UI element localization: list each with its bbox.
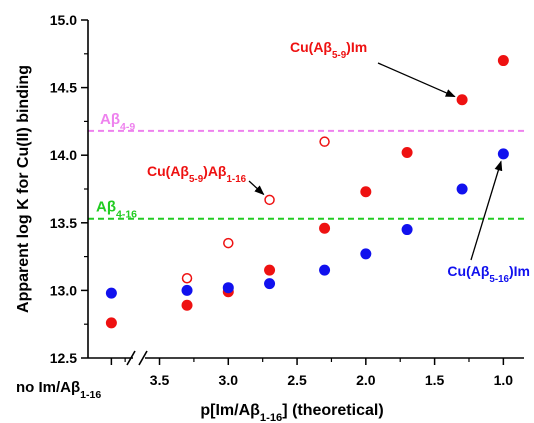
data-point	[360, 186, 372, 198]
x-tick-label: 1.5	[425, 372, 445, 388]
data-point-open	[319, 136, 330, 147]
series-annotation-label: Cu(Aβ5-9)Im	[290, 39, 367, 61]
y-tick-label: 13.0	[50, 282, 77, 298]
data-point	[105, 317, 117, 329]
data-point-open	[264, 194, 275, 206]
data-point	[456, 94, 468, 106]
axis-break-mark	[126, 350, 136, 366]
data-point	[497, 148, 509, 160]
reference-line-label: Aβ4-9	[100, 111, 135, 133]
data-point	[319, 222, 331, 234]
data-point	[456, 183, 468, 195]
data-point	[105, 287, 117, 299]
data-point-open	[223, 237, 234, 249]
data-point	[181, 299, 193, 311]
data-point	[222, 282, 234, 294]
reference-line-label: Aβ4-16	[96, 199, 137, 221]
x-tick-label: 2.0	[356, 372, 376, 388]
series-annotation-label: Cu(Aβ5-16)Im	[447, 263, 530, 285]
no-im-label: no Im/Aβ1-16	[16, 379, 101, 401]
series-annotation-label: Cu(Aβ5-9)Aβ1-16	[147, 163, 247, 185]
x-tick-label: 1.0	[494, 372, 514, 388]
y-tick-label: 14.0	[50, 147, 77, 163]
annotation-arrow	[470, 160, 503, 261]
data-point	[497, 55, 509, 67]
data-point	[264, 264, 276, 276]
y-tick-label: 12.5	[50, 350, 77, 366]
y-tick-label: 13.5	[50, 215, 77, 231]
data-point	[181, 284, 193, 296]
axis-break-mark	[138, 350, 148, 366]
x-tick-label: 2.5	[287, 372, 307, 388]
data-point	[401, 146, 413, 158]
x-axis-title: p[Im/Aβ1-16] (theoretical)	[200, 402, 383, 423]
y-tick-label: 14.5	[50, 80, 77, 96]
annotation-arrow	[248, 180, 265, 196]
data-point	[319, 264, 331, 276]
data-point-open	[181, 272, 193, 284]
y-tick-label: 15.0	[50, 12, 77, 28]
x-tick-label: 3.5	[150, 372, 170, 388]
annotation-arrow	[377, 62, 456, 98]
x-tick-label: 3.0	[219, 372, 239, 388]
data-point	[401, 224, 413, 236]
data-point	[264, 278, 276, 290]
y-axis-title: Apparent log K for Cu(II) binding	[15, 65, 32, 313]
data-point	[360, 248, 372, 260]
